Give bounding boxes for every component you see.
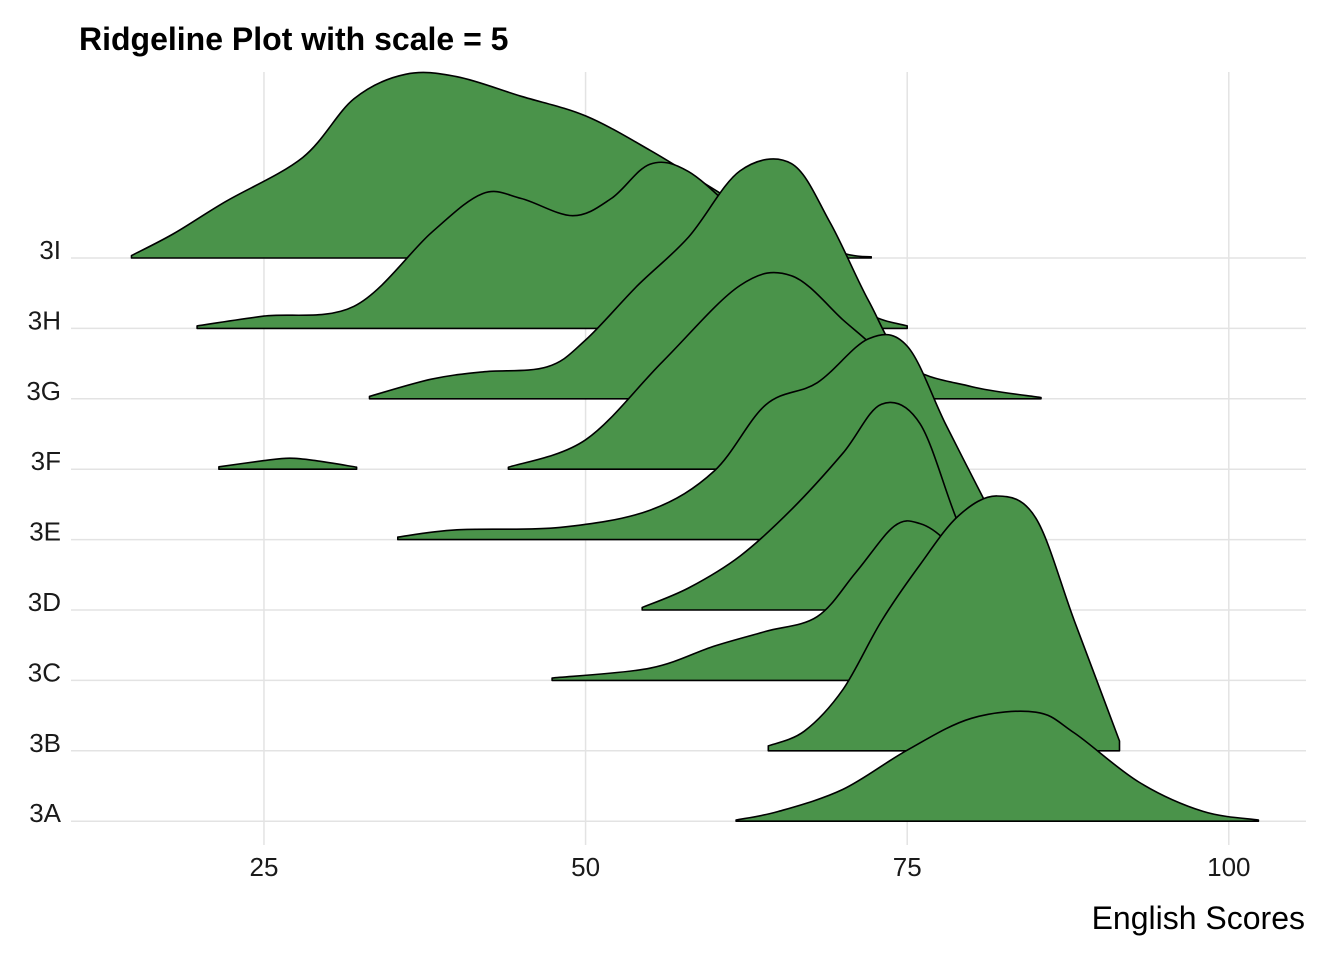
x-tick-label-50: 50 [571, 852, 600, 882]
x-tick-label-25: 25 [250, 852, 279, 882]
ridge-3F-0 [218, 457, 358, 470]
y-label-3D: 3D [28, 587, 61, 617]
y-label-3C: 3C [28, 657, 61, 687]
y-label-3E: 3E [29, 517, 61, 547]
ridge-3B [767, 495, 1121, 752]
y-label-3G: 3G [26, 376, 61, 406]
x-tick-label-100: 100 [1207, 852, 1250, 882]
y-label-3H: 3H [28, 305, 61, 335]
x-axis-title: English Scores [1092, 900, 1305, 936]
x-tick-label-75: 75 [893, 852, 922, 882]
ridge-3A [735, 710, 1260, 822]
ridges [130, 71, 1260, 822]
y-label-3A: 3A [29, 798, 61, 828]
y-label-3F: 3F [31, 446, 61, 476]
y-label-3B: 3B [29, 728, 61, 758]
x-axis-labels: 25 50 75 100 [250, 852, 1251, 882]
y-axis-labels: 3A 3B 3C 3D 3E 3F 3G 3H 3I [26, 235, 61, 828]
chart-title: Ridgeline Plot with scale = 5 [79, 21, 508, 57]
y-label-3I: 3I [39, 235, 61, 265]
